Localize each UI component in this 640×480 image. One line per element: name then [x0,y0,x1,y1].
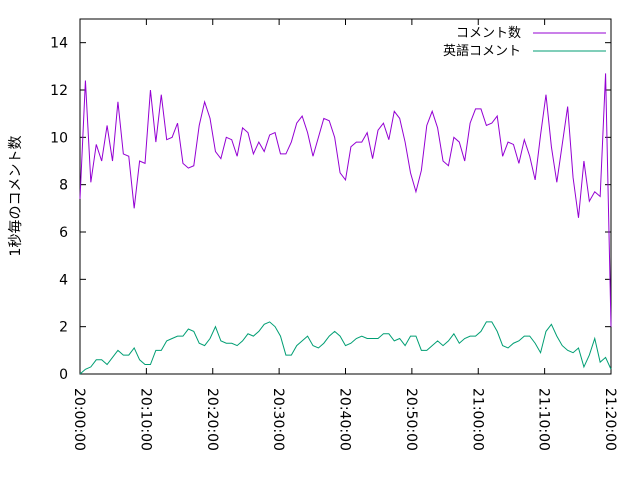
x-tick-label: 21:10:00 [536,388,552,451]
x-tick-label: 20:50:00 [403,388,419,451]
plot-frame [79,18,612,375]
legend: コメント数 英語コメント [443,26,606,59]
x-axis: 20:00:00 20:10:00 20:20:00 20:30:00 20:40:00… [71,19,618,451]
y-tick-label: 14 [50,36,68,52]
y-tick-label: 2 [59,320,68,336]
x-tick-label: 20:20:00 [204,388,220,451]
y-tick-label: 4 [59,272,68,288]
series-line-0 [79,73,612,327]
y-tick-label: 10 [50,130,68,146]
legend-label-comments: コメント数 [456,26,521,41]
y-tick-label: 8 [59,178,68,194]
x-tick-label: 21:00:00 [469,388,485,451]
x-tick-label: 20:00:00 [71,388,87,451]
legend-label-english-comments: 英語コメント [443,43,521,59]
series-layer [79,73,612,375]
y-axis-label: 1秒毎のコメント数 [8,136,24,257]
x-tick-label: 21:20:00 [602,388,618,451]
y-axis: 0 2 4 6 8 10 12 14 [50,36,611,383]
x-tick-label: 20:10:00 [137,388,153,451]
y-tick-label: 0 [59,367,68,383]
y-tick-label: 12 [50,83,68,99]
x-tick-label: 20:30:00 [270,388,286,451]
y-tick-label: 6 [59,225,68,241]
x-tick-label: 20:40:00 [337,388,353,451]
series-line-1 [79,321,612,375]
